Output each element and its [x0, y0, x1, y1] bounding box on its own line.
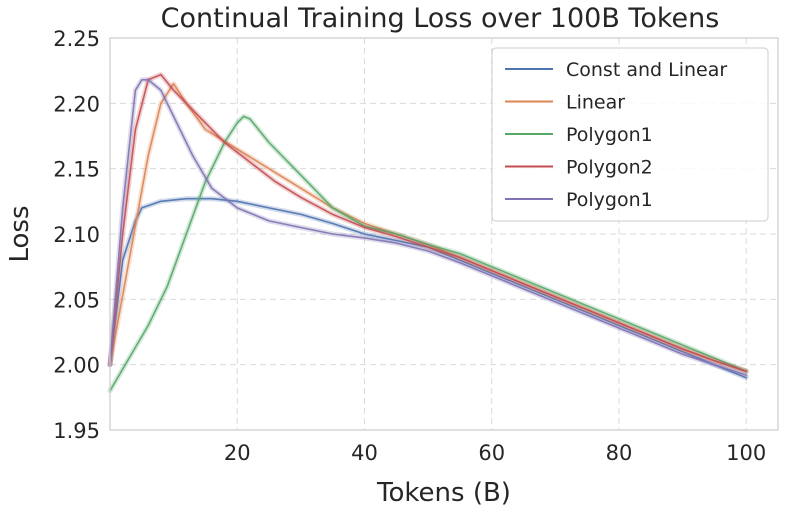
series-line-3: [109, 115, 748, 392]
series-line-1: [109, 197, 748, 379]
series-line-4: [109, 73, 748, 373]
y-tick-label: 2.00: [53, 354, 100, 378]
chart-title: Continual Training Loss over 100B Tokens: [161, 3, 720, 34]
legend: Const and Linear Linear Polygon1 Polygon2 Po…: [491, 47, 769, 222]
series-line-5: [109, 79, 748, 376]
legend-label-5: Polygon1: [566, 189, 653, 211]
legend-label-4: Polygon2: [566, 157, 653, 179]
x-tick-label: 80: [606, 441, 633, 465]
y-tick-label: 2.05: [53, 288, 100, 312]
y-tick-label: 2.20: [53, 92, 100, 116]
legend-label-3: Polygon1: [566, 124, 653, 146]
x-axis-label: Tokens (B): [376, 478, 511, 507]
plot-frame: [109, 37, 779, 431]
y-tick-label: 2.15: [53, 158, 100, 182]
legend-label-2: Linear: [566, 92, 625, 114]
legend-label-1: Const and Linear: [566, 59, 727, 81]
series-band-1: [107, 196, 749, 381]
y-tick-label: 1.95: [53, 419, 100, 443]
y-axis-label: Loss: [5, 205, 35, 262]
legend-box: [491, 47, 769, 222]
y-tick-label: 2.10: [53, 223, 100, 247]
y-tick-label: 2.25: [53, 27, 100, 51]
x-tick-label: 100: [726, 441, 766, 465]
tick-labels: 20 40 60 80 100 1.95 2.00 2.05 2.10 2.15 2.20 2.25: [53, 27, 766, 465]
x-tick-label: 60: [478, 441, 505, 465]
x-tick-label: 40: [351, 441, 378, 465]
x-tick-label: 20: [224, 441, 251, 465]
series-layer: [107, 72, 749, 394]
